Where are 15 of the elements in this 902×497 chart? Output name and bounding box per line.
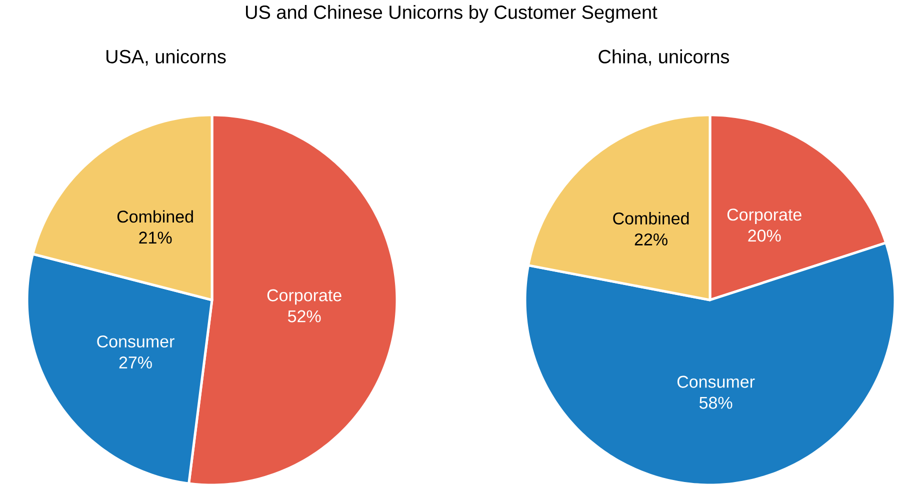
slice-label: Combined (613, 212, 689, 224)
text: US and Chinese Unicorns by Customer Segment (246, 5, 658, 23)
slice-label: Consumer (97, 335, 174, 348)
data-label: 58% (699, 396, 732, 409)
data-label: 21% (139, 232, 172, 244)
data-label: 20% (748, 230, 781, 242)
slice-label: Corporate (267, 289, 342, 305)
chart-subtitle: China, unicorns (598, 49, 730, 66)
slice-label: Combined (117, 210, 193, 223)
data-label: 52% (288, 310, 321, 322)
slice-label: Corporate (727, 208, 802, 224)
slice-label: Consumer (677, 376, 755, 388)
chart-subtitle: USA, unicorns (106, 49, 226, 66)
data-label: 27% (119, 356, 152, 368)
data-label: 22% (634, 233, 668, 246)
